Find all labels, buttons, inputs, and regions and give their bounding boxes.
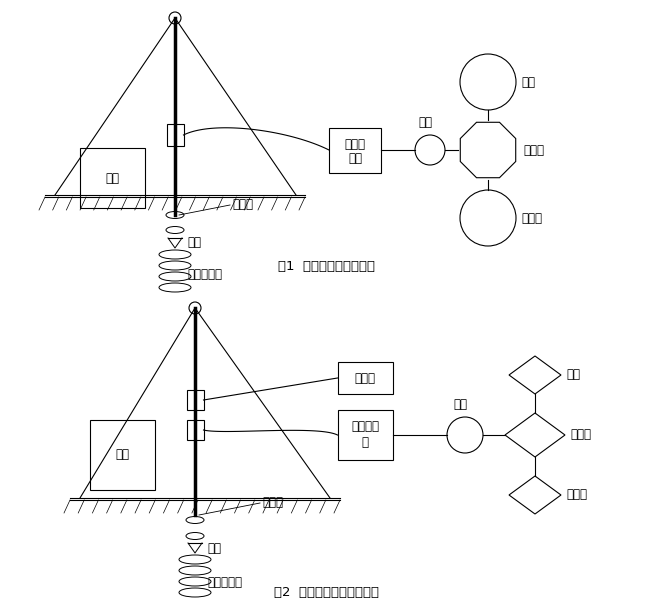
Text: 高压泥浆: 高压泥浆: [351, 421, 379, 433]
Ellipse shape: [166, 212, 184, 219]
Text: 图2  二重管旋喷注浆示意图: 图2 二重管旋喷注浆示意图: [275, 585, 379, 599]
Ellipse shape: [186, 532, 204, 540]
Text: 浆泵: 浆泵: [348, 151, 362, 165]
Text: 水箱: 水箱: [521, 76, 535, 88]
Text: 图1  单管旋喷注浆示意图: 图1 单管旋喷注浆示意图: [279, 260, 375, 273]
Bar: [337, 362, 392, 394]
Ellipse shape: [179, 555, 211, 564]
Text: 浆桶: 浆桶: [453, 398, 467, 411]
Text: 旋喷固结体: 旋喷固结体: [207, 576, 242, 588]
Ellipse shape: [159, 261, 191, 270]
Text: 空压机: 空压机: [354, 371, 375, 385]
Text: 浆桶: 浆桶: [418, 116, 432, 129]
Ellipse shape: [179, 588, 211, 597]
Text: 喷头: 喷头: [207, 542, 221, 555]
Bar: [167, 124, 184, 146]
Text: 注浆管: 注浆管: [232, 198, 253, 210]
Text: 水箱: 水箱: [566, 368, 580, 382]
Bar: [90, 420, 155, 490]
Text: 喷头: 喷头: [187, 236, 201, 248]
Text: 水泥仓: 水泥仓: [566, 489, 587, 501]
Ellipse shape: [159, 250, 191, 259]
Text: 泵: 泵: [362, 436, 368, 450]
Ellipse shape: [159, 283, 191, 292]
Text: 搅拌机: 搅拌机: [570, 429, 591, 442]
Ellipse shape: [179, 566, 211, 575]
Ellipse shape: [166, 227, 184, 234]
Bar: [337, 410, 392, 460]
Text: 高压泥: 高压泥: [345, 138, 366, 151]
Circle shape: [169, 12, 181, 24]
Bar: [186, 420, 203, 440]
Text: 钻机: 钻机: [105, 171, 119, 185]
Ellipse shape: [179, 577, 211, 586]
Bar: [80, 148, 145, 208]
Text: 钻机: 钻机: [115, 448, 129, 462]
Text: 水泥仓: 水泥仓: [521, 212, 542, 225]
Text: 搅拌机: 搅拌机: [523, 144, 544, 156]
Bar: [186, 390, 203, 410]
Ellipse shape: [159, 272, 191, 281]
Ellipse shape: [186, 516, 204, 523]
Text: 旋喷固结体: 旋喷固结体: [187, 269, 222, 281]
Text: 注浆管: 注浆管: [262, 495, 283, 508]
Circle shape: [189, 302, 201, 314]
Bar: [329, 127, 381, 172]
